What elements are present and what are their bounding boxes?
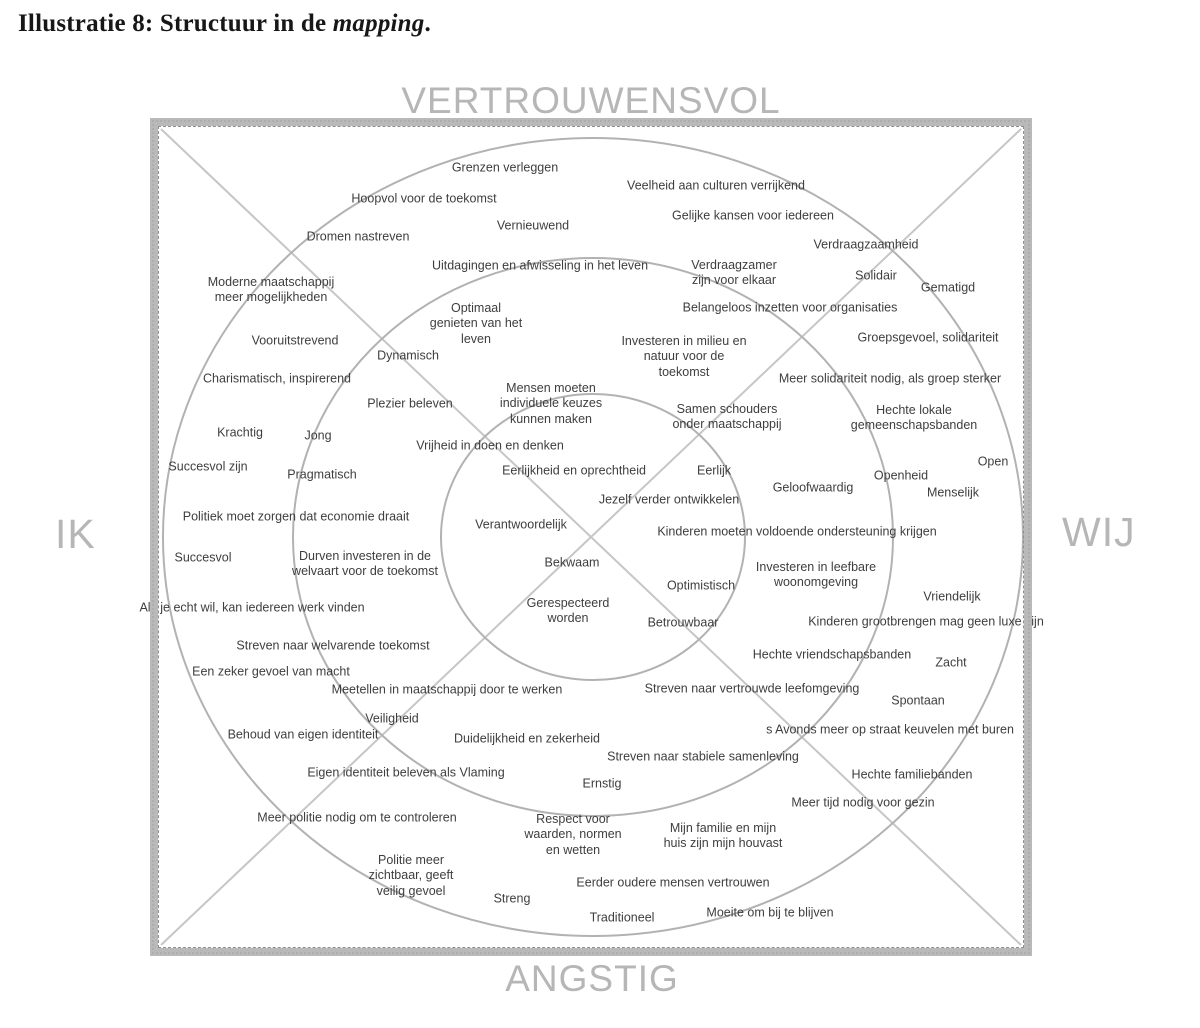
map-label: Grenzen verleggen <box>451 160 559 175</box>
map-label: Spontaan <box>891 693 945 708</box>
map-label: Zacht <box>935 655 967 670</box>
map-label: Kinderen moeten voldoende ondersteuning … <box>657 524 937 539</box>
map-label: Charismatisch, inspirerend <box>203 371 351 386</box>
map-label: Optimistisch <box>666 578 736 593</box>
map-label: Vooruitstrevend <box>251 333 339 348</box>
map-label: Meer solidariteit nodig, als groep sterk… <box>778 371 1002 386</box>
map-label: Streven naar stabiele samenleving <box>607 749 799 764</box>
map-label: Jezelf verder ontwikkelen <box>598 492 740 507</box>
axis-label-vertrouwensvol: VERTROUWENSVOL <box>401 80 781 121</box>
mapping-structure-svg <box>160 128 1024 946</box>
map-label: Moeite om bij te blijven <box>706 905 834 920</box>
map-label: Meetellen in maatschappij door te werken <box>331 682 563 697</box>
map-label: Streven naar welvarende toekomst <box>236 638 430 653</box>
map-label: Open <box>977 454 1009 469</box>
map-label: Eerlijk <box>696 463 732 478</box>
map-label: Durven investeren in de welvaart voor de… <box>292 548 438 578</box>
map-label: Verantwoordelijk <box>475 517 567 532</box>
map-label: Vriendelijk <box>923 589 981 604</box>
diagonal-line-trbl <box>160 128 1022 946</box>
map-label: Mijn familie en mijn huis zijn mijn houv… <box>663 820 783 850</box>
map-label: Een zeker gevoel van macht <box>192 664 350 679</box>
axis-label-angstig: ANGSTIG <box>505 958 679 999</box>
map-label: Traditioneel <box>589 910 655 925</box>
map-label: Succesvol <box>174 550 232 565</box>
map-label: Hechte familiebanden <box>851 767 973 782</box>
map-label: Belangeloos inzetten voor organisaties <box>682 300 898 315</box>
map-label: Uitdagingen en afwisseling in het leven <box>431 258 649 273</box>
map-label: Gematigd <box>920 280 976 295</box>
map-label: Meer tijd nodig voor gezin <box>791 795 935 810</box>
map-label: Eerlijkheid en oprechtheid <box>502 463 646 478</box>
inner-circle <box>440 393 746 681</box>
map-label: Vrijheid in doen en denken <box>416 438 564 453</box>
page-title: Illustratie 8: Structuur in de mapping. <box>18 10 431 38</box>
map-label: Eigen identiteit beleven als Vlaming <box>307 765 505 780</box>
map-label: Moderne maatschappij meer mogelijkheden <box>207 274 335 304</box>
map-label: Politie meer zichtbaar, geeft veilig gev… <box>368 853 454 898</box>
map-label: Gerespecteerd worden <box>526 595 610 625</box>
map-label: Veelheid aan culturen verrijkend <box>627 178 805 193</box>
map-label: Openheid <box>873 468 929 483</box>
map-label: Eerder oudere mensen vertrouwen <box>576 875 770 890</box>
map-label: Behoud van eigen identiteit <box>227 727 379 742</box>
map-label: Veiligheid <box>365 711 419 726</box>
page-title-suffix: . <box>424 10 431 37</box>
map-label: Ernstig <box>582 776 622 791</box>
map-label: Hechte vriendschapsbanden <box>752 647 912 662</box>
map-label: Succesvol zijn <box>168 459 248 474</box>
map-label: Samen schouders onder maatschappij <box>672 401 782 431</box>
map-label: Jong <box>304 428 332 443</box>
map-label: Solidair <box>855 268 897 283</box>
map-label: Hoopvol voor de toekomst <box>351 191 497 206</box>
map-label: Streven naar vertrouwde leefomgeving <box>644 681 860 696</box>
map-label: Menselijk <box>926 485 980 500</box>
map-label: Verdraagzamer zijn voor elkaar <box>691 257 777 287</box>
map-label: Dromen nastreven <box>306 229 410 244</box>
map-label: Plezier beleven <box>367 396 453 411</box>
map-label: Geloofwaardig <box>772 480 854 495</box>
map-label: Respect voor waarden, normen en wetten <box>524 812 622 857</box>
map-label: Gelijke kansen voor iedereen <box>672 208 834 223</box>
map-label: Pragmatisch <box>287 467 357 482</box>
map-label: Duidelijkheid en zekerheid <box>454 731 600 746</box>
map-label: Politiek moet zorgen dat economie draait <box>182 509 410 524</box>
map-label: Hechte lokale gemeenschapsbanden <box>850 402 978 432</box>
map-label: Bekwaam <box>544 555 600 570</box>
map-label: Groepsgevoel, solidariteit <box>857 330 999 345</box>
map-label: Investeren in milieu en natuur voor de t… <box>621 334 747 379</box>
page-title-prefix: Illustratie 8: Structuur in de <box>18 10 333 37</box>
map-label: Vernieuwend <box>496 218 570 233</box>
map-label: Dynamisch <box>377 348 439 363</box>
map-label: Krachtig <box>217 425 263 440</box>
map-label: Meer politie nodig om te controleren <box>257 810 457 825</box>
page-title-emphasis: mapping <box>332 10 425 37</box>
axis-label-wij: WIJ <box>1062 509 1136 555</box>
map-label: Betrouwbaar <box>647 615 719 630</box>
middle-circle <box>292 257 894 817</box>
map-label: Mensen moeten individuele keuzes kunnen … <box>499 381 603 426</box>
axis-label-ik: IK <box>55 511 96 557</box>
map-label: Verdraagzaamheid <box>813 237 919 252</box>
map-label: Als je echt wil, kan iedereen werk vinde… <box>139 600 365 615</box>
map-label: Streng <box>493 891 531 906</box>
map-label: Investeren in leefbare woonomgeving <box>755 559 877 589</box>
map-label: s Avonds meer op straat keuvelen met bur… <box>766 722 1014 737</box>
map-label: Optimaal genieten van het leven <box>429 301 523 346</box>
map-label: Kinderen grootbrengen mag geen luxe zijn <box>808 614 1044 629</box>
